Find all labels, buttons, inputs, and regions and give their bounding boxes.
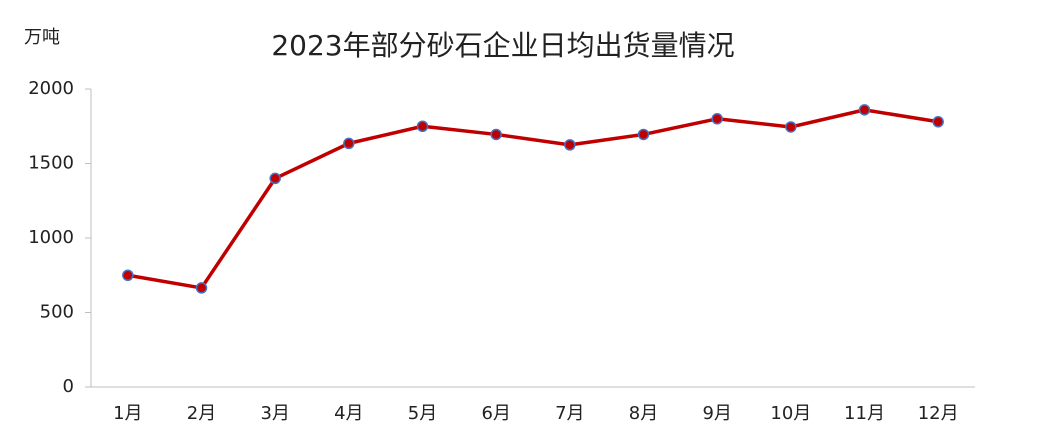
x-tick-label: 8月	[629, 403, 658, 424]
x-tick-label: 5月	[408, 403, 437, 424]
marker	[637, 128, 650, 141]
x-tick-label: 3月	[260, 403, 289, 424]
y-tick-label: 1500	[28, 153, 74, 174]
x-tick-label: 7月	[555, 403, 584, 424]
marker	[343, 137, 355, 150]
x-tick-label: 4月	[334, 403, 363, 424]
y-tick-label: 500	[40, 302, 74, 323]
y-tick-label: 2000	[28, 78, 74, 99]
y-tick-label: 1000	[28, 227, 74, 248]
x-tick-label: 12月	[918, 403, 959, 424]
y-axis-label: 万吨	[24, 27, 60, 48]
marker	[195, 282, 208, 294]
chart-title: 2023年部分砂石企业日均出货量情况	[271, 29, 734, 62]
marker	[416, 120, 429, 132]
x-tick-label: 11月	[844, 403, 885, 424]
y-tick-label: 0	[63, 376, 74, 397]
marker	[490, 128, 502, 141]
marker	[858, 104, 871, 116]
marker	[564, 139, 576, 151]
marker	[269, 172, 281, 185]
x-tick-label: 10月	[770, 403, 811, 424]
x-tick-label: 9月	[702, 403, 731, 424]
x-tick-label: 6月	[481, 403, 510, 424]
marker	[711, 113, 723, 125]
marker	[785, 121, 797, 133]
line	[127, 108, 939, 290]
marker	[122, 269, 134, 281]
marker	[932, 116, 944, 128]
x-tick-label: 1月	[113, 403, 142, 424]
x-tick-label: 2月	[187, 403, 216, 424]
